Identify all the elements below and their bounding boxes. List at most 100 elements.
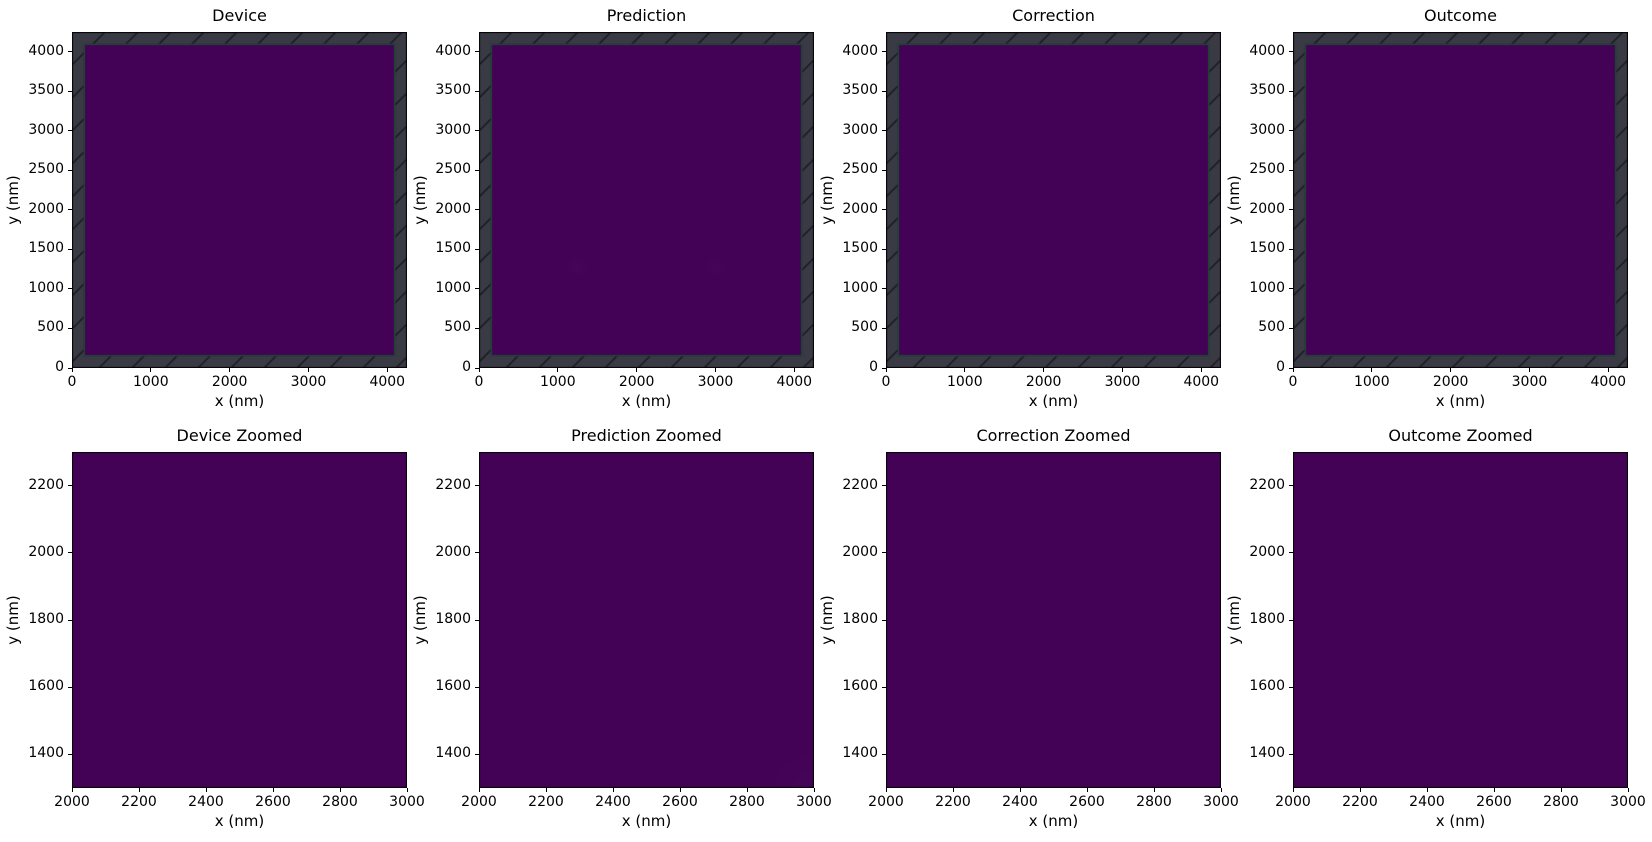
x-tick-label: 2800 bbox=[729, 794, 765, 810]
x-tick-label: 3000 bbox=[290, 374, 327, 390]
x-tick-mark bbox=[1528, 368, 1530, 372]
y-tick-mark bbox=[475, 169, 479, 171]
x-tick-label: 2600 bbox=[662, 794, 698, 810]
y-tick-mark bbox=[1289, 686, 1293, 688]
y-tick-mark bbox=[475, 248, 479, 250]
x-tick-mark bbox=[272, 788, 274, 792]
y-tick-mark bbox=[1289, 209, 1293, 211]
x-tick-label: 2200 bbox=[121, 794, 157, 810]
x-tick-label: 1000 bbox=[132, 374, 169, 390]
x-tick-label: 3000 bbox=[1610, 794, 1646, 810]
y-tick-mark bbox=[475, 209, 479, 211]
y-tick-mark bbox=[68, 51, 72, 53]
y-tick-label: 1400 bbox=[842, 745, 878, 762]
x-tick-mark bbox=[714, 368, 716, 372]
y-tick-mark bbox=[475, 327, 479, 329]
x-tick-label: 2800 bbox=[1136, 794, 1172, 810]
x-tick-mark bbox=[545, 788, 547, 792]
y-tick-mark bbox=[882, 552, 886, 554]
y-tick-label: 1500 bbox=[435, 240, 471, 257]
y-tick-label: 2500 bbox=[842, 161, 878, 178]
x-tick-label: 1000 bbox=[1353, 374, 1390, 390]
x-tick-label: 0 bbox=[67, 374, 77, 390]
y-tick-mark bbox=[475, 130, 479, 132]
x-tick-label: 2000 bbox=[211, 374, 248, 390]
panel-title-outcome: Outcome bbox=[1423, 6, 1498, 25]
x-tick-mark bbox=[1371, 368, 1373, 372]
x-tick-label: 0 bbox=[474, 374, 484, 390]
y-tick-mark bbox=[1289, 90, 1293, 92]
y-tick-label: 3500 bbox=[842, 82, 878, 99]
heatmap-prediction-zoomed bbox=[479, 452, 814, 788]
x-tick-label: 2000 bbox=[1025, 374, 1062, 390]
x-tick-label: 2200 bbox=[528, 794, 564, 810]
y-tick-label: 2200 bbox=[1249, 476, 1285, 493]
y-tick-mark bbox=[1289, 248, 1293, 250]
x-axis-label: x (nm) bbox=[1028, 392, 1079, 410]
x-tick-mark bbox=[1359, 788, 1361, 792]
x-axis-label: x (nm) bbox=[1435, 812, 1486, 830]
y-tick-mark bbox=[1289, 619, 1293, 621]
x-tick-mark bbox=[1450, 368, 1452, 372]
x-tick-mark bbox=[1121, 368, 1123, 372]
y-tick-mark bbox=[68, 485, 72, 487]
y-tick-mark bbox=[882, 686, 886, 688]
x-tick-mark bbox=[386, 368, 388, 372]
x-tick-mark bbox=[138, 788, 140, 792]
x-tick-label: 3000 bbox=[389, 794, 425, 810]
x-tick-mark bbox=[1019, 788, 1021, 792]
y-tick-label: 1600 bbox=[1249, 678, 1285, 695]
x-tick-mark bbox=[612, 788, 614, 792]
x-tick-mark bbox=[636, 368, 638, 372]
x-tick-label: 3000 bbox=[1203, 794, 1239, 810]
x-tick-label: 2400 bbox=[1002, 794, 1038, 810]
x-tick-label: 2800 bbox=[1543, 794, 1579, 810]
y-tick-label: 3500 bbox=[1249, 82, 1285, 99]
y-tick-label: 1600 bbox=[435, 678, 471, 695]
y-tick-label: 1800 bbox=[435, 611, 471, 627]
x-tick-label: 4000 bbox=[369, 374, 406, 390]
y-tick-label: 1600 bbox=[842, 678, 878, 695]
x-tick-mark bbox=[478, 368, 480, 372]
y-tick-mark bbox=[1289, 288, 1293, 290]
x-tick-label: 2000 bbox=[618, 374, 655, 390]
x-axis-label: x (nm) bbox=[1435, 392, 1486, 410]
y-tick-mark bbox=[1289, 51, 1293, 53]
y-tick-label: 1800 bbox=[1249, 611, 1285, 627]
x-tick-label: 3000 bbox=[697, 374, 734, 390]
panel-title-device: Device bbox=[212, 6, 267, 25]
x-tick-mark bbox=[1560, 788, 1562, 792]
x-tick-label: 2400 bbox=[1409, 794, 1445, 810]
y-tick-label: 500 bbox=[37, 319, 64, 336]
y-tick-label: 2500 bbox=[1249, 161, 1285, 178]
x-tick-mark bbox=[339, 788, 341, 792]
y-tick-label: 3000 bbox=[435, 121, 471, 138]
y-axis-label: y (nm) bbox=[1225, 595, 1243, 645]
y-tick-mark bbox=[68, 327, 72, 329]
y-tick-mark bbox=[68, 753, 72, 755]
x-tick-label: 4000 bbox=[1183, 374, 1220, 390]
y-tick-mark bbox=[882, 51, 886, 53]
y-tick-mark bbox=[475, 288, 479, 290]
x-tick-mark bbox=[1627, 788, 1629, 792]
panel-title-correction-zoomed: Correction Zoomed bbox=[976, 426, 1131, 445]
y-tick-label: 2000 bbox=[1249, 200, 1285, 217]
x-axis-label: x (nm) bbox=[1028, 812, 1079, 830]
y-tick-mark bbox=[1289, 169, 1293, 171]
panel-title-prediction-zoomed: Prediction Zoomed bbox=[571, 426, 722, 445]
y-tick-label: 3500 bbox=[28, 82, 64, 99]
y-tick-label: 2000 bbox=[842, 543, 878, 560]
y-tick-mark bbox=[882, 288, 886, 290]
y-axis-label: y (nm) bbox=[411, 175, 429, 225]
x-tick-label: 3000 bbox=[1104, 374, 1141, 390]
y-tick-mark bbox=[475, 51, 479, 53]
y-tick-mark bbox=[68, 367, 72, 369]
y-tick-label: 2000 bbox=[435, 200, 471, 217]
heatmap-prediction bbox=[479, 32, 814, 368]
x-tick-label: 2000 bbox=[1275, 794, 1311, 810]
x-tick-mark bbox=[1607, 368, 1609, 372]
x-tick-mark bbox=[1292, 368, 1294, 372]
y-tick-label: 2200 bbox=[28, 476, 64, 493]
y-tick-mark bbox=[882, 485, 886, 487]
